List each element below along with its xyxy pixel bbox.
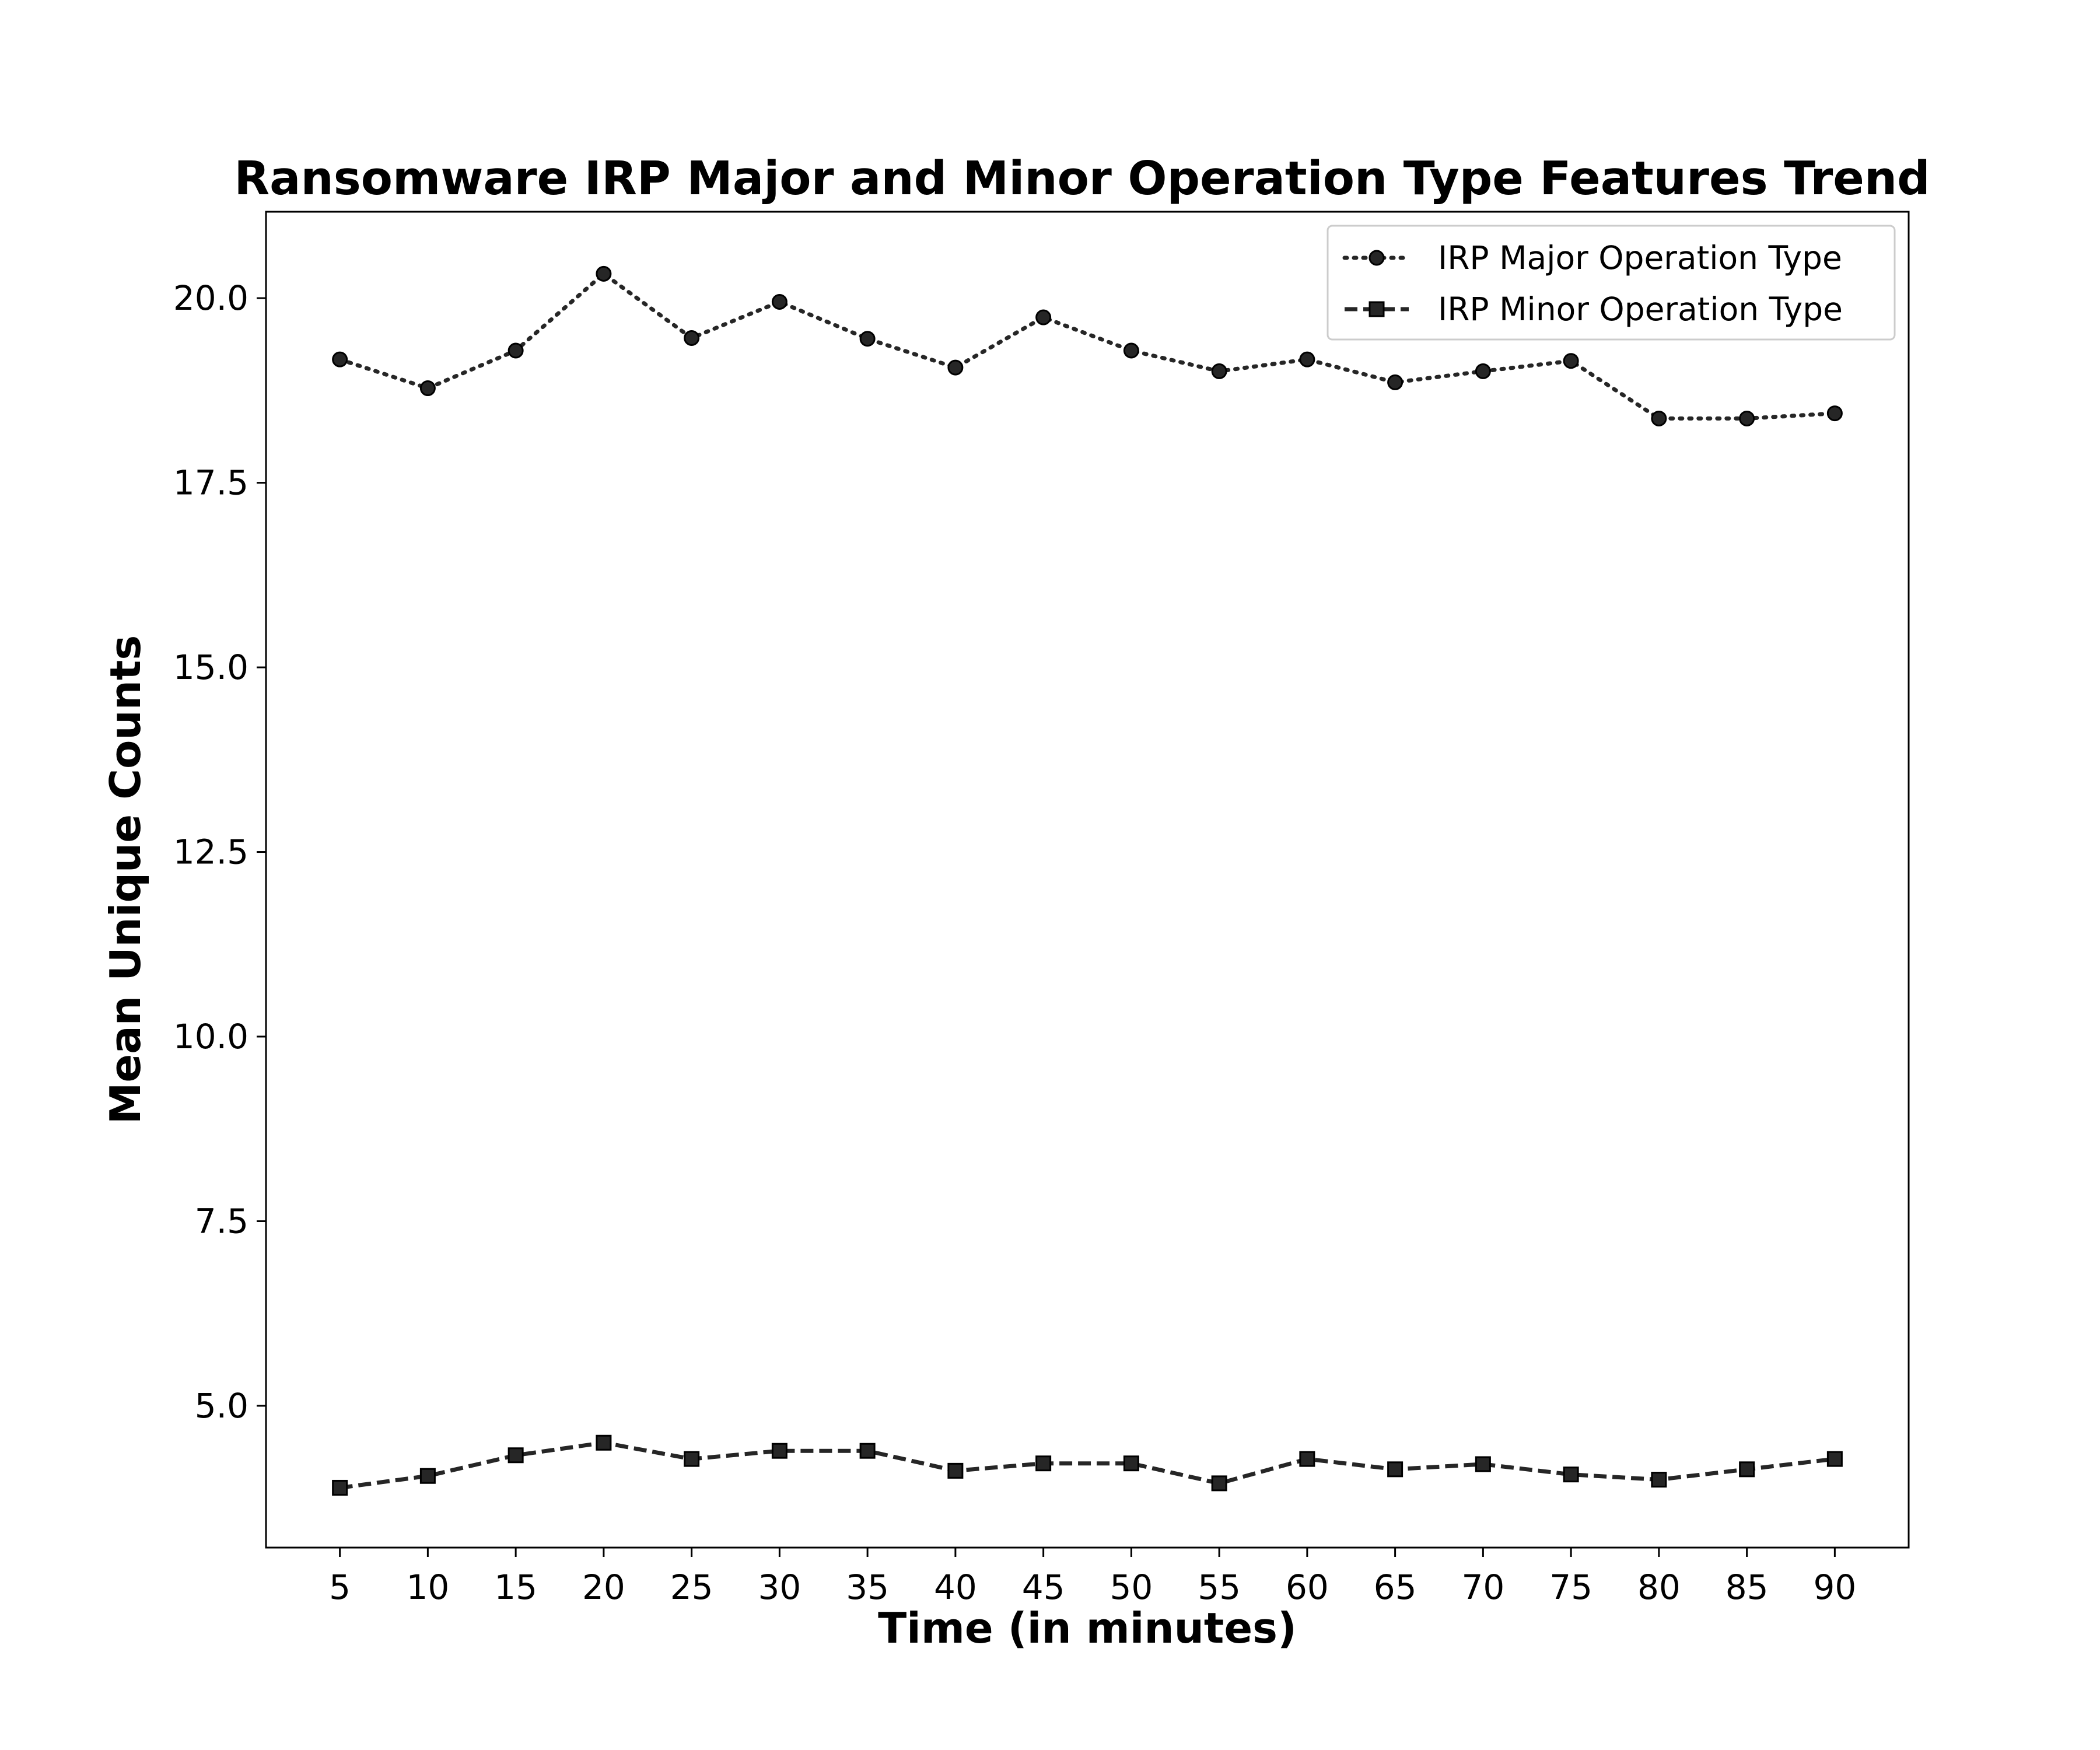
- data-point: [419, 1468, 436, 1484]
- series-line: [338, 271, 1837, 421]
- data-point: [771, 1443, 788, 1459]
- legend-marker: [1368, 301, 1385, 317]
- x-tick-label: 15: [494, 1567, 537, 1607]
- data-point: [596, 1434, 612, 1451]
- data-point: [332, 1479, 348, 1496]
- data-point: [1211, 363, 1227, 379]
- data-point: [1211, 1475, 1227, 1492]
- data-point: [508, 342, 524, 359]
- data-point: [1826, 405, 1843, 422]
- data-point: [859, 331, 876, 347]
- x-tick-label: 55: [1198, 1567, 1241, 1607]
- data-point: [684, 1451, 700, 1467]
- data-point: [1651, 1472, 1667, 1488]
- data-point: [508, 1447, 524, 1464]
- legend-box: [1326, 225, 1896, 341]
- y-tick-label: 5.0: [195, 1386, 249, 1426]
- y-tick-label: 10.0: [173, 1017, 249, 1056]
- data-point: [947, 1462, 964, 1479]
- data-point: [1563, 353, 1579, 369]
- data-point: [1563, 1466, 1579, 1483]
- data-point: [1123, 342, 1139, 359]
- y-tick-label: 15.0: [173, 648, 249, 687]
- data-point: [596, 265, 612, 282]
- x-axis-ticks: 5 10 15 20 25 30 35 40 45 50 55 60 65 70 75 80 85 90: [329, 1548, 1856, 1607]
- x-tick-label: 10: [406, 1567, 449, 1607]
- data-point: [1123, 1455, 1139, 1472]
- data-point: [1299, 351, 1315, 368]
- legend-label: IRP Major Operation Type: [1438, 239, 1842, 276]
- data-point: [1475, 363, 1491, 379]
- data-point: [1739, 1461, 1755, 1478]
- x-tick-label: 85: [1726, 1567, 1769, 1607]
- y-axis-ticks: 5.0 7.5 10.0 12.5 15.0 17.5 20.0: [173, 278, 266, 1426]
- plot-area-frame: [265, 211, 1910, 1549]
- series-line: [340, 1440, 1835, 1490]
- y-tick-label: 20.0: [173, 278, 249, 318]
- data-point: [332, 351, 348, 368]
- x-tick-label: 90: [1813, 1567, 1856, 1607]
- y-axis-label: Mean Unique Counts: [101, 635, 150, 1125]
- x-tick-label: 45: [1022, 1567, 1065, 1607]
- data-point: [1651, 410, 1667, 426]
- data-point: [771, 293, 788, 310]
- x-tick-label: 5: [329, 1567, 351, 1607]
- legend-marker: [1368, 250, 1385, 266]
- x-axis-label: Time (in minutes): [878, 1604, 1297, 1653]
- x-tick-label: 35: [846, 1567, 889, 1607]
- data-point: [1035, 309, 1052, 326]
- x-tick-label: 60: [1286, 1567, 1329, 1607]
- x-tick-label: 40: [934, 1567, 977, 1607]
- x-tick-label: 50: [1110, 1567, 1153, 1607]
- y-tick-label: 12.5: [173, 832, 249, 872]
- legend-label: IRP Minor Operation Type: [1438, 290, 1843, 328]
- data-point: [1035, 1455, 1052, 1472]
- y-tick-label: 7.5: [195, 1201, 249, 1241]
- data-point: [1387, 374, 1404, 390]
- data-point: [1826, 1451, 1843, 1467]
- data-point: [1739, 410, 1755, 426]
- data-point: [419, 380, 436, 397]
- series-irp-minor: [332, 1434, 1843, 1496]
- data-point: [947, 359, 964, 376]
- x-tick-label: 20: [582, 1567, 625, 1607]
- data-point: [1299, 1451, 1315, 1467]
- data-point: [1475, 1456, 1491, 1472]
- x-tick-label: 25: [670, 1567, 713, 1607]
- series-layer: [332, 265, 1843, 1496]
- data-point: [859, 1443, 876, 1459]
- legend-entry: IRP Minor Operation Type: [1345, 290, 1843, 328]
- y-tick-label: 17.5: [173, 463, 249, 503]
- legend: IRP Major Operation Type IRP Minor Operat…: [1326, 225, 1896, 341]
- x-tick-label: 30: [758, 1567, 801, 1607]
- x-tick-label: 70: [1461, 1567, 1504, 1607]
- data-point: [684, 330, 700, 346]
- x-tick-label: 80: [1637, 1567, 1681, 1607]
- x-tick-label: 65: [1374, 1567, 1417, 1607]
- data-point: [1387, 1461, 1404, 1478]
- chart-title: Ransomware IRP Major and Minor Operation…: [234, 152, 1930, 205]
- series-irp-major: [332, 265, 1843, 426]
- x-tick-label: 75: [1549, 1567, 1592, 1607]
- legend-entry: IRP Major Operation Type: [1342, 239, 1842, 276]
